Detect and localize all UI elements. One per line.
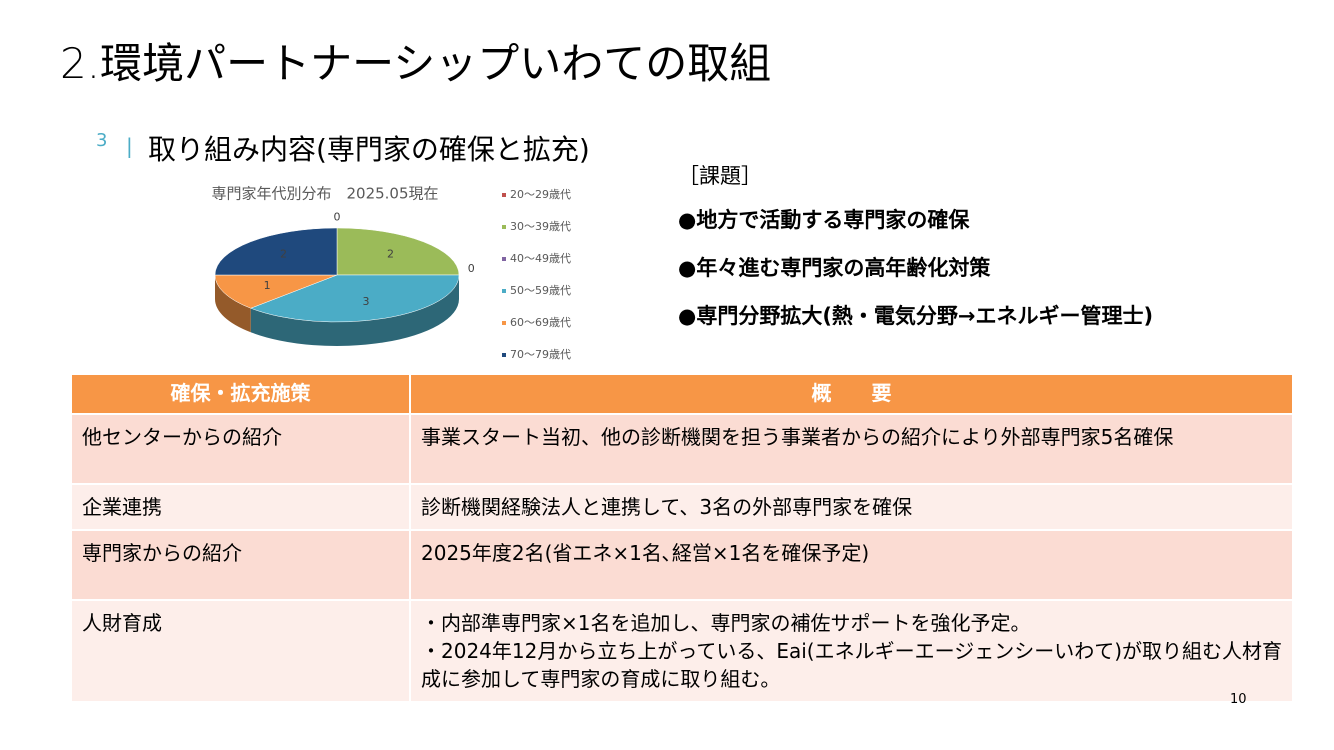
issue-item: ●地方で活動する専門家の確保 [678,208,970,232]
section-title: 取り組み内容(専門家の確保と拡充) [148,133,590,166]
section-number: 3 [96,130,108,151]
chart-title: 専門家年代別分布 2025.05現在 [211,185,438,203]
slice [250,274,460,323]
slice-side [250,275,459,346]
summary-line: 事業スタート当初、他の診断機関を担う事業者からの紹介により外部専門家5名確保 [421,425,1174,449]
summary-cell: 2025年度2名(省エネ×1名､経営×1名を確保予定) [409,529,1294,601]
table-header: 確保・拡充施策 [70,373,411,415]
data-label: 0 [468,262,475,275]
issues: ［課題］ ●地方で活動する専門家の確保 ●年々進む専門家の高年齢化対策 ●専門分野拡… [678,160,1153,348]
table-row: 専門家からの紹介 2025年度2名(省エネ×1名､経営×1名を確保予定) [70,529,1294,601]
summary-line: ・2024年12月から立ち上がっている、Eai(エネルギーエージェンシーいわて)… [421,639,1283,691]
section-divider: | [126,134,133,158]
data-label: 2 [387,247,394,260]
legend-swatch [502,321,506,325]
data-label: 1 [264,279,271,292]
legend-label: 70～79歳代 [510,348,571,361]
measure-cell: 専門家からの紹介 [70,529,411,601]
legend-label: 20～29歳代 [510,188,571,201]
data-label: 0 [334,210,341,223]
legend-label: 50～59歳代 [510,284,571,297]
summary-line: 診断機関経験法人と連携して、3名の外部専門家を確保 [421,495,913,519]
legend-swatch [502,289,506,293]
legend-swatch [502,193,506,197]
legend-swatch [502,353,506,357]
measure-cell: 人財育成 [70,599,411,703]
legend-label: 60～69歳代 [510,316,571,329]
measure-cell: 他センターからの紹介 [70,413,411,485]
legend-label: 40～49歳代 [510,252,571,265]
data-label: 2 [280,247,287,260]
pie-chart: 専門家年代別分布 2025.05現在 0 2 0 3 1 2 20～29歳代 30～39歳代 40… [211,185,571,362]
summary-cell: 診断機関経験法人と連携して、3名の外部専門家を確保 [409,483,1294,531]
slice-side [215,275,251,333]
slice [214,227,338,276]
issues-heading: ［課題］ [678,164,762,188]
summary-line: ・内部準専門家×1名を追加し、専門家の補佐サポートを強化予定。 [421,611,1031,635]
summary-cell: ・内部準専門家×1名を追加し、専門家の補佐サポートを強化予定。・2024年12月… [409,599,1294,703]
page-number: 10 [1230,692,1247,707]
measure-cell: 企業連携 [70,483,411,531]
legend-swatch [502,257,506,261]
summary-cell: 事業スタート当初、他の診断機関を担う事業者からの紹介により外部専門家5名確保 [409,413,1294,485]
table: 確保・拡充施策概 要 他センターからの紹介 事業スタート当初、他の診断機関を担う事… [70,373,1294,703]
issue-item: ●年々進む専門家の高年齢化対策 [678,256,991,280]
slice [214,274,338,309]
table-row: 企業連携 診断機関経験法人と連携して、3名の外部専門家を確保 [70,483,1294,531]
slide-title: 2.環境パートナーシップいわての取組 [60,39,772,88]
legend-label: 30～39歳代 [510,220,571,233]
summary-line: 2025年度2名(省エネ×1名､経営×1名を確保予定) [421,541,870,565]
table-row: 人財育成 ・内部準専門家×1名を追加し、専門家の補佐サポートを強化予定。・2024… [70,599,1294,703]
table-header: 概 要 [409,373,1294,415]
issue-item: ●専門分野拡大(熱・電気分野→エネルギー管理士) [678,304,1154,328]
legend-swatch [502,225,506,229]
data-label: 3 [362,295,369,308]
slice [336,227,460,276]
table-row: 他センターからの紹介 事業スタート当初、他の診断機関を担う事業者からの紹介により外… [70,413,1294,485]
